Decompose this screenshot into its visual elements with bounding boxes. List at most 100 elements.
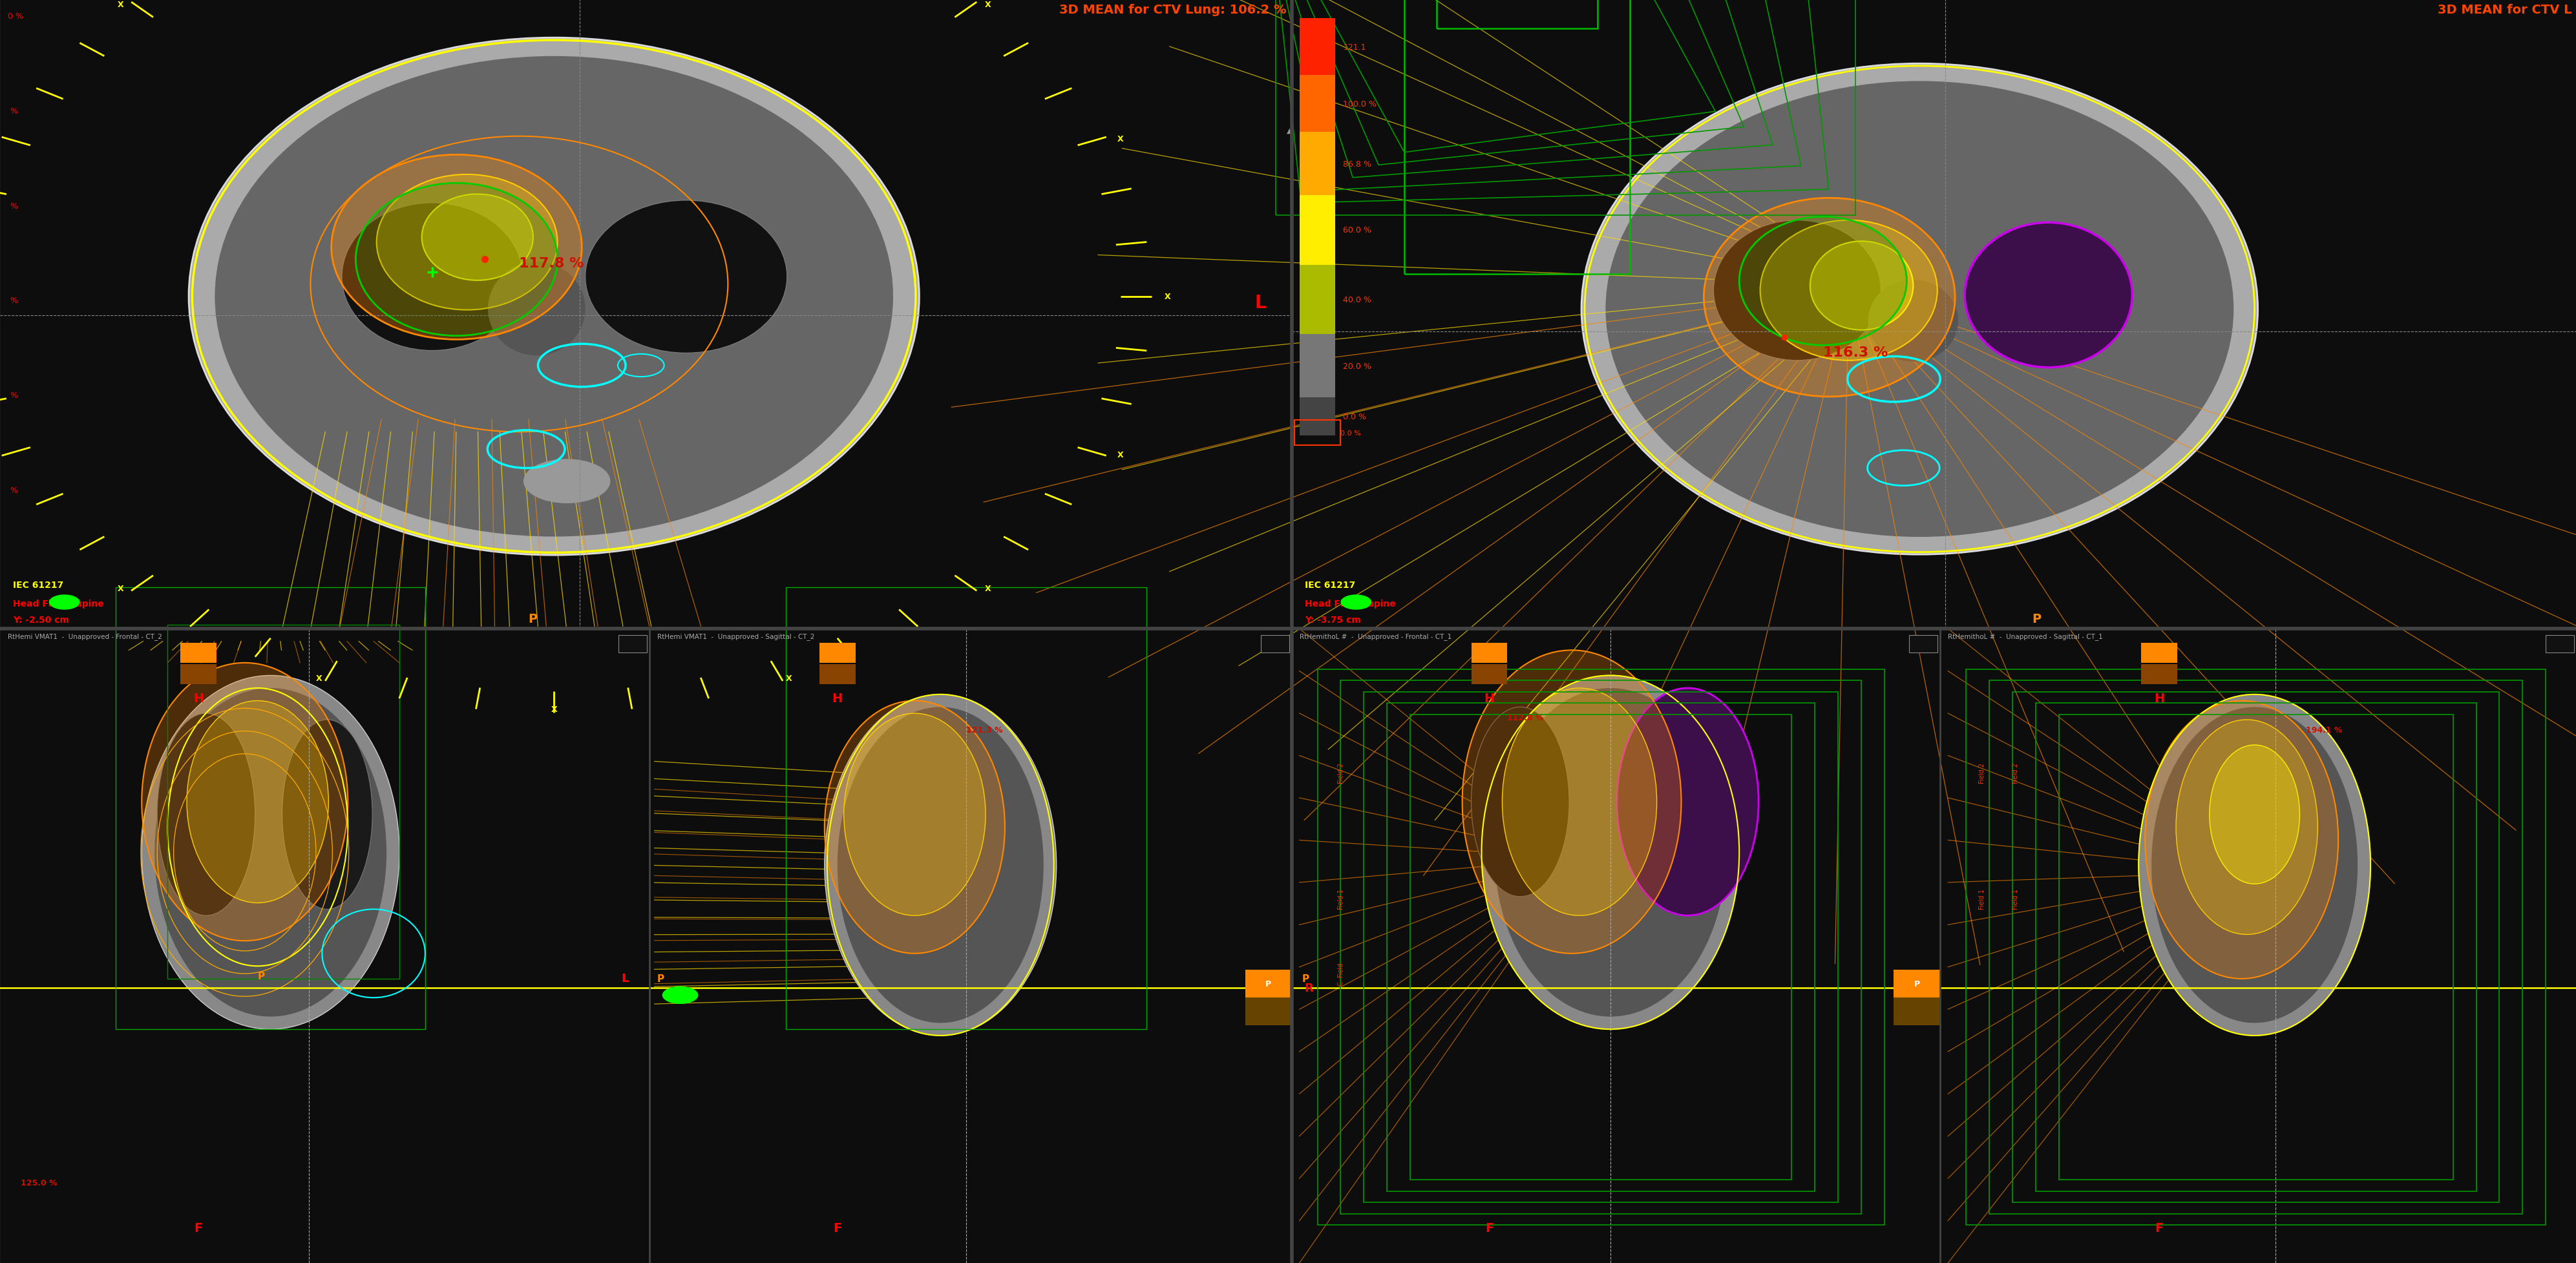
Text: F: F [1484, 1221, 1494, 1234]
Text: 3D MEAN for CTV Lung: 106.2 %: 3D MEAN for CTV Lung: 106.2 % [1059, 4, 1285, 16]
Text: P: P [1914, 980, 1919, 988]
Bar [2012, 692, 2499, 1202]
Bar [1471, 664, 1507, 685]
Bar [0, 629, 649, 1263]
Bar [1260, 635, 1288, 653]
Ellipse shape [487, 263, 585, 356]
Text: L: L [621, 973, 629, 984]
Ellipse shape [422, 195, 533, 280]
Text: Head First-Supine: Head First-Supine [13, 599, 103, 609]
Text: A: A [1262, 973, 1270, 984]
Text: X: X [1164, 293, 1170, 301]
Bar [1298, 398, 1334, 436]
Text: 116.3 %: 116.3 % [1824, 346, 1888, 359]
Ellipse shape [142, 663, 348, 941]
Ellipse shape [1605, 82, 2233, 537]
Ellipse shape [157, 714, 255, 916]
Text: 121.1: 121.1 [1342, 43, 1365, 52]
Text: Field 1: Field 1 [1337, 889, 1345, 909]
Text: 0 %: 0 % [8, 13, 23, 21]
Text: P: P [2032, 613, 2040, 625]
Bar [618, 635, 647, 653]
Ellipse shape [1481, 676, 1739, 1029]
Text: 0.0 %: 0.0 % [1340, 429, 1360, 437]
Text: Field 1: Field 1 [1978, 889, 1986, 909]
Ellipse shape [824, 701, 1005, 954]
Ellipse shape [1868, 280, 1958, 362]
Text: IEC 61217: IEC 61217 [13, 580, 64, 590]
Bar [1965, 669, 2545, 1225]
Text: Field 1: Field 1 [2012, 889, 2020, 909]
Bar [1257, 0, 1772, 178]
Text: H: H [832, 692, 842, 705]
Bar [1909, 635, 1937, 653]
Ellipse shape [585, 201, 786, 354]
Ellipse shape [188, 38, 920, 556]
Text: 121.3 %: 121.3 % [966, 726, 1002, 735]
Ellipse shape [376, 174, 556, 311]
Bar [1471, 643, 1507, 663]
Bar [1265, 0, 1829, 203]
Ellipse shape [845, 714, 984, 916]
Text: F: F [832, 1221, 842, 1234]
Bar [2035, 703, 2476, 1191]
Bar [1291, 0, 2576, 629]
Bar [1386, 703, 1814, 1191]
Text: Head First-Supine: Head First-Supine [1303, 599, 1396, 609]
Text: RtHemi VMAT1  -  Unapproved - Sagittal - CT_2: RtHemi VMAT1 - Unapproved - Sagittal - C… [657, 633, 814, 640]
Text: 100.0 %: 100.0 % [1342, 100, 1376, 109]
Text: IEC 61217: IEC 61217 [1303, 580, 1355, 590]
Text: H: H [193, 692, 204, 705]
Bar [1298, 265, 1334, 335]
Text: X: X [984, 1, 989, 9]
Text: %: % [8, 107, 18, 116]
Text: 117.8 %: 117.8 % [518, 256, 585, 270]
Circle shape [662, 986, 698, 1004]
Text: X: X [118, 1, 124, 9]
Bar [2141, 643, 2177, 663]
Circle shape [1340, 595, 1370, 610]
Ellipse shape [155, 688, 386, 1017]
Text: 194.1 %: 194.1 % [2306, 726, 2342, 735]
Text: H: H [2154, 692, 2164, 705]
Text: %: % [8, 486, 18, 495]
Bar [1316, 669, 1883, 1225]
Bar [1363, 692, 1837, 1202]
Ellipse shape [185, 701, 330, 903]
Text: F: F [193, 1221, 204, 1234]
Bar [1940, 629, 2576, 1263]
Ellipse shape [523, 460, 611, 504]
Text: Y: -2.50 cm: Y: -2.50 cm [13, 615, 70, 625]
Text: 0.0 %: 0.0 % [1342, 413, 1365, 421]
Ellipse shape [1759, 221, 1937, 361]
Text: P: P [657, 974, 665, 984]
Text: 40.0 %: 40.0 % [1342, 296, 1370, 304]
Ellipse shape [1502, 688, 1656, 916]
Text: 60.0 %: 60.0 % [1342, 226, 1370, 235]
Text: %: % [8, 392, 18, 400]
Bar [1275, 0, 1855, 216]
Ellipse shape [837, 707, 1043, 1023]
Text: Field 2: Field 2 [1337, 763, 1345, 783]
Ellipse shape [281, 720, 374, 909]
Ellipse shape [1703, 198, 1955, 397]
Bar [180, 643, 216, 663]
Bar [1273, 0, 1716, 153]
Bar [1291, 629, 1940, 1263]
Text: C. Field: C. Field [1337, 962, 1345, 985]
Text: L: L [1255, 294, 1265, 312]
Text: R: R [1303, 983, 1314, 994]
Text: P: P [528, 613, 538, 625]
Text: Y: -3.75 cm: Y: -3.75 cm [1303, 615, 1360, 625]
Text: Field 2: Field 2 [2012, 763, 2020, 783]
Ellipse shape [1471, 707, 1569, 897]
Ellipse shape [824, 695, 1056, 1036]
Bar [2545, 635, 2573, 653]
Text: F: F [2154, 1221, 2164, 1234]
Ellipse shape [343, 203, 523, 351]
Ellipse shape [2174, 720, 2318, 935]
Bar [1262, 0, 1744, 165]
Text: X: X [786, 674, 791, 682]
Text: L: L [1911, 973, 1919, 984]
Text: RtHemithoL #  -  Unapproved - Sagittal - CT_1: RtHemithoL # - Unapproved - Sagittal - C… [1947, 633, 2102, 640]
